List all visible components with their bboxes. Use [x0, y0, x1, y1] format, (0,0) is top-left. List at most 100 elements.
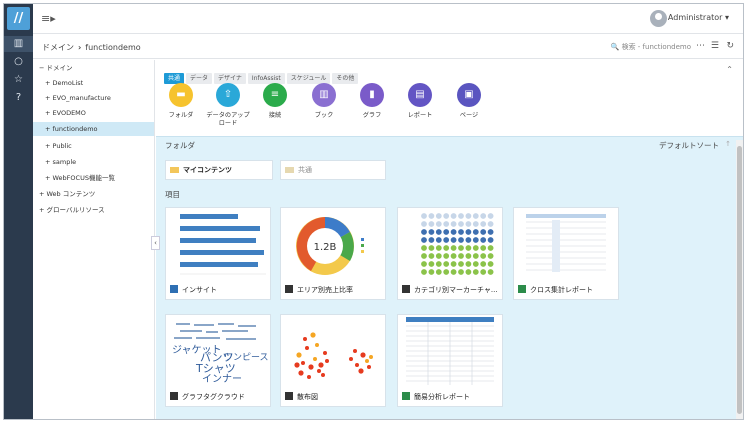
- marker-dot: [428, 221, 435, 227]
- marker-dot: [435, 213, 442, 219]
- scrollbar-thumb[interactable]: [737, 146, 742, 414]
- app-logo[interactable]: //: [7, 7, 30, 30]
- tile-page[interactable]: ▣ ページ: [447, 83, 491, 120]
- folder-my-content[interactable]: マイコンテンツ: [165, 160, 273, 180]
- tab-common[interactable]: 共通: [164, 73, 185, 84]
- marker-dot: [435, 253, 442, 259]
- tile-connection[interactable]: ≡ 接続: [253, 83, 297, 120]
- marker-dot: [421, 253, 427, 259]
- menu-icon[interactable]: ≡▸: [41, 12, 56, 25]
- marker-dot: [421, 245, 427, 251]
- tree-item-demolist[interactable]: + DemoList: [45, 79, 84, 87]
- thumbnail: [514, 208, 618, 280]
- marker-dot: [472, 237, 479, 243]
- avatar[interactable]: [650, 10, 667, 27]
- tree-item-public[interactable]: + Public: [45, 142, 72, 150]
- marker-dot: [487, 253, 494, 259]
- marker-dot: [480, 245, 487, 251]
- tab-data[interactable]: データ: [186, 73, 213, 84]
- card-simple-analysis-report[interactable]: 簡易分析レポート: [397, 314, 503, 407]
- marker-dot: [421, 229, 427, 235]
- search-input[interactable]: 🔍 検索 - functiondemo: [610, 43, 691, 51]
- scatter-dot: [321, 373, 325, 377]
- breadcrumb-separator: ›: [78, 43, 82, 52]
- tree-root-domain[interactable]: − ドメイン: [39, 64, 73, 72]
- collapse-panel-button[interactable]: ‹: [151, 236, 160, 250]
- marker-dot: [458, 213, 464, 219]
- marker-dot: [443, 245, 450, 251]
- card-area-sales-ratio[interactable]: 1.2B エリア別売上比率: [280, 207, 386, 300]
- marker-dot: [443, 213, 450, 219]
- help-icon[interactable]: ?: [15, 92, 22, 103]
- marker-dot: [435, 229, 442, 235]
- circle-icon[interactable]: ○: [14, 56, 23, 67]
- tab-schedule[interactable]: スケジュール: [286, 73, 331, 84]
- vertical-scrollbar[interactable]: [736, 140, 743, 419]
- tab-other[interactable]: その他: [332, 73, 359, 84]
- scatter-dot: [307, 375, 311, 379]
- star-icon[interactable]: ☆: [14, 74, 23, 85]
- tile-report[interactable]: ▤ レポート: [398, 83, 442, 120]
- card-insight[interactable]: インサイト: [165, 207, 271, 300]
- database-icon: ≡: [263, 83, 287, 107]
- cloud-word: ジャケット: [172, 345, 222, 356]
- main-panel: 共通 データ デザイナ InfoAssist スケジュール その他 ⌃ ▬ フォルダ ⇧ …: [156, 60, 743, 419]
- breadcrumb-current[interactable]: functiondemo: [85, 43, 141, 52]
- card-scatter-plot[interactable]: 散布図: [280, 314, 386, 407]
- marker-dot: [428, 213, 435, 219]
- marker-dot: [487, 237, 494, 243]
- refresh-icon[interactable]: ↻: [726, 41, 734, 51]
- card-label: インサイト: [170, 285, 217, 295]
- marker-dot: [465, 245, 472, 251]
- sort-arrow-icon[interactable]: ↑: [725, 140, 731, 148]
- tree-item-webfocus[interactable]: + WebFOCUS機能一覧: [45, 174, 115, 182]
- breadcrumb-root[interactable]: ドメイン: [42, 43, 74, 52]
- list-view-icon[interactable]: ☰: [710, 41, 719, 51]
- tile-folder[interactable]: ▬ フォルダ: [159, 83, 203, 120]
- marker-dot: [458, 269, 464, 275]
- tab-infoassist[interactable]: InfoAssist: [247, 73, 285, 84]
- marker-dot: [465, 269, 472, 275]
- card-label: 簡易分析レポート: [402, 392, 470, 402]
- tree-item-functiondemo[interactable]: + functiondemo: [33, 122, 154, 136]
- marker-dot: [480, 237, 487, 243]
- bar-chart-icon[interactable]: ▥: [4, 36, 33, 52]
- cloud-word: インナー: [202, 374, 242, 385]
- marker-dot: [458, 253, 464, 259]
- thumbnail: ジャケット パンツ ワンピース Tシャツ インナー: [166, 315, 270, 387]
- sort-dropdown[interactable]: デフォルトソート: [659, 141, 719, 150]
- report-icon: ▤: [408, 83, 432, 107]
- thumbnail: 1.2B: [281, 208, 385, 280]
- marker-dot: [421, 269, 427, 275]
- chevron-up-icon[interactable]: ⌃: [726, 65, 733, 74]
- card-label: エリア別売上比率: [285, 285, 353, 295]
- tree-item-web-contents[interactable]: + Web コンテンツ: [39, 190, 96, 198]
- chart-icon: [285, 392, 293, 400]
- user-menu[interactable]: Administrator ▾: [667, 13, 729, 22]
- scatter-dot: [294, 362, 300, 368]
- tab-designer[interactable]: デザイナ: [214, 73, 246, 84]
- tile-upload-data[interactable]: ⇧ データのアップロード: [206, 83, 250, 128]
- card-category-marker-chart[interactable]: カテゴリ別マーカーチャ...: [397, 207, 503, 300]
- marker-dot: [487, 269, 494, 275]
- tile-book[interactable]: ▥ ブック: [302, 83, 346, 120]
- marker-dot: [443, 221, 450, 227]
- scatter-dot: [296, 352, 302, 358]
- tree-item-global-resources[interactable]: + グローバルリソース: [39, 206, 105, 214]
- cloud-word: ワンピース: [224, 353, 269, 363]
- folder-icon: ▬: [169, 83, 193, 107]
- marker-dot: [465, 237, 472, 243]
- tree-item-evodemo[interactable]: + EVODEMO: [45, 109, 86, 117]
- card-label: グラフタグクラウド: [170, 392, 245, 402]
- marker-dot: [435, 261, 442, 267]
- more-icon[interactable]: ⋯: [696, 41, 705, 51]
- tile-chart[interactable]: ▮ グラフ: [350, 83, 394, 120]
- card-cross-tab-report[interactable]: クロス集計レポート: [513, 207, 619, 300]
- card-tag-cloud[interactable]: ジャケット パンツ ワンピース Tシャツ インナー グラフタグクラウド: [165, 314, 271, 407]
- page-icon: ▣: [457, 83, 481, 107]
- marker-dot: [443, 237, 450, 243]
- tree-item-sample[interactable]: + sample: [45, 158, 77, 166]
- tile-label: 接続: [268, 112, 282, 119]
- folder-common[interactable]: 共通: [280, 160, 386, 180]
- tree-item-evo-manufacture[interactable]: + EVO_manufacture: [45, 94, 111, 102]
